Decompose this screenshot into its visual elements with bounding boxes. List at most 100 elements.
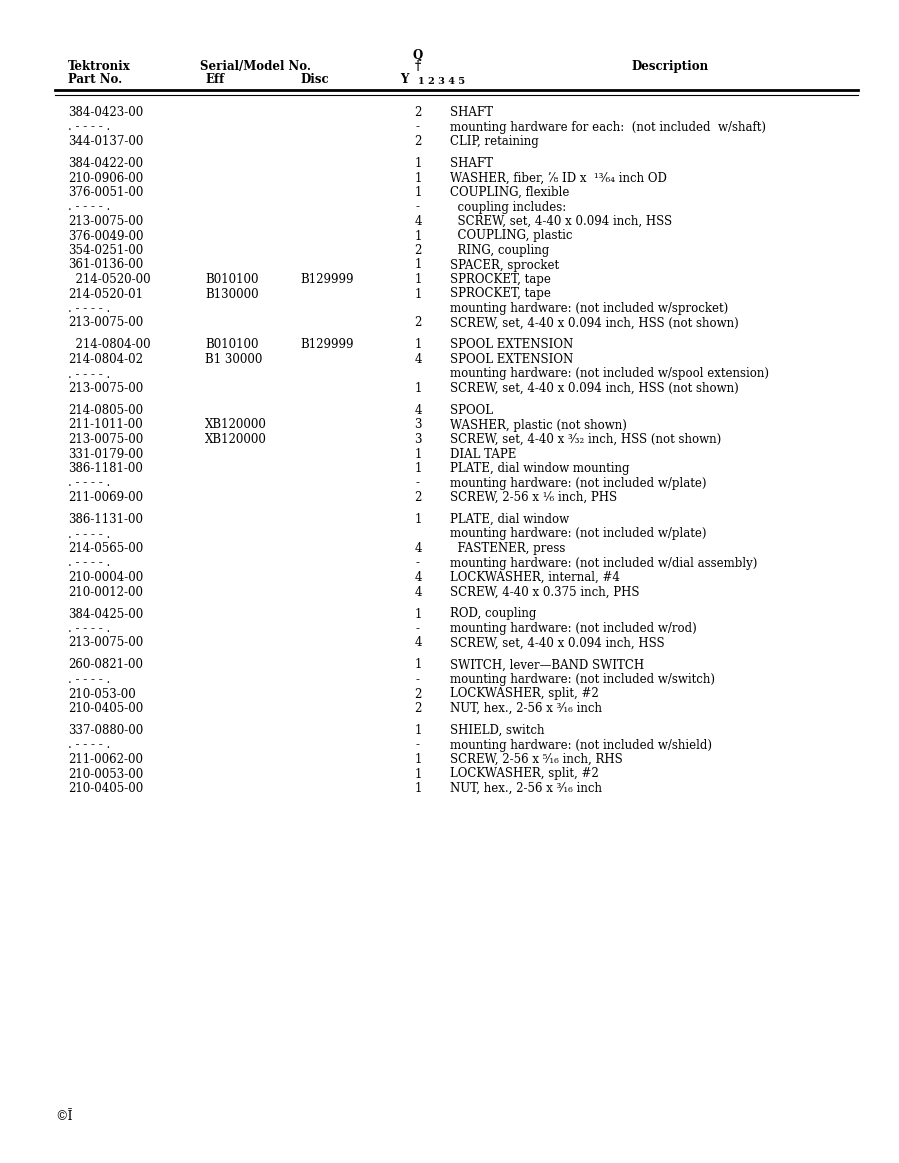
Text: B010100: B010100 (205, 273, 259, 286)
Text: -: - (416, 622, 420, 635)
Text: 2: 2 (414, 316, 422, 329)
Text: B130000: B130000 (205, 287, 259, 300)
Text: -: - (416, 673, 420, 686)
Text: 213-0075-00: 213-0075-00 (68, 433, 143, 445)
Text: XB120000: XB120000 (205, 419, 267, 431)
Text: 4: 4 (414, 571, 422, 584)
Text: -: - (416, 557, 420, 570)
Text: mounting hardware: (not included w/shield): mounting hardware: (not included w/shiel… (450, 739, 712, 751)
Text: 1: 1 (414, 607, 422, 621)
Text: 214-0804-00: 214-0804-00 (68, 338, 151, 351)
Text: 386-1131-00: 386-1131-00 (68, 513, 143, 526)
Text: 210-0012-00: 210-0012-00 (68, 585, 143, 599)
Text: SPROCKET, tape: SPROCKET, tape (450, 287, 551, 300)
Text: Q: Q (413, 49, 423, 62)
Text: SCREW, 2-56 x ¹⁄₆ inch, PHS: SCREW, 2-56 x ¹⁄₆ inch, PHS (450, 491, 617, 504)
Text: SHIELD, switch: SHIELD, switch (450, 725, 545, 737)
Text: XB120000: XB120000 (205, 433, 267, 445)
Text: CLIP, retaining: CLIP, retaining (450, 135, 539, 148)
Text: 4: 4 (414, 585, 422, 599)
Text: -: - (416, 739, 420, 751)
Text: B010100: B010100 (205, 338, 259, 351)
Text: 4: 4 (414, 636, 422, 649)
Text: 210-0906-00: 210-0906-00 (68, 171, 143, 185)
Text: mounting hardware: (not included w/rod): mounting hardware: (not included w/rod) (450, 622, 697, 635)
Text: SPACER, sprocket: SPACER, sprocket (450, 258, 559, 271)
Text: 1: 1 (414, 462, 422, 475)
Text: . - - - - .: . - - - - . (68, 557, 111, 570)
Text: mounting hardware for each:  (not included  w/shaft): mounting hardware for each: (not include… (450, 121, 766, 134)
Text: 260-0821-00: 260-0821-00 (68, 658, 143, 671)
Text: 337-0880-00: 337-0880-00 (68, 725, 143, 737)
Text: Disc: Disc (300, 73, 329, 86)
Text: NUT, hex., 2-56 x ³⁄₁₆ inch: NUT, hex., 2-56 x ³⁄₁₆ inch (450, 702, 602, 715)
Text: 1: 1 (414, 273, 422, 286)
Text: SCREW, set, 4-40 x ³⁄₃₂ inch, HSS (not shown): SCREW, set, 4-40 x ³⁄₃₂ inch, HSS (not s… (450, 433, 721, 445)
Text: ROD, coupling: ROD, coupling (450, 607, 537, 621)
Text: Eff: Eff (205, 73, 224, 86)
Text: 1: 1 (414, 186, 422, 199)
Text: 213-0075-00: 213-0075-00 (68, 381, 143, 395)
Text: 1: 1 (414, 768, 422, 780)
Text: 376-0049-00: 376-0049-00 (68, 229, 144, 243)
Text: B129999: B129999 (300, 273, 353, 286)
Text: SWITCH, lever—BAND SWITCH: SWITCH, lever—BAND SWITCH (450, 658, 644, 671)
Text: Serial/Model No.: Serial/Model No. (200, 60, 310, 73)
Text: 1: 1 (414, 658, 422, 671)
Text: SPOOL EXTENSION: SPOOL EXTENSION (450, 338, 574, 351)
Text: Part No.: Part No. (68, 73, 122, 86)
Text: FASTENER, press: FASTENER, press (450, 542, 565, 555)
Text: 1: 1 (414, 448, 422, 461)
Text: 344-0137-00: 344-0137-00 (68, 135, 143, 148)
Text: B1 30000: B1 30000 (205, 354, 263, 366)
Text: . - - - - .: . - - - - . (68, 200, 111, 214)
Text: 1: 1 (414, 513, 422, 526)
Text: 2: 2 (414, 135, 422, 148)
Text: SHAFT: SHAFT (450, 157, 493, 170)
Text: 3: 3 (414, 419, 422, 431)
Text: SCREW, set, 4-40 x 0.094 inch, HSS (not shown): SCREW, set, 4-40 x 0.094 inch, HSS (not … (450, 381, 739, 395)
Text: SHAFT: SHAFT (450, 106, 493, 119)
Text: 213-0075-00: 213-0075-00 (68, 636, 143, 649)
Text: . - - - - .: . - - - - . (68, 477, 111, 490)
Text: 2: 2 (414, 106, 422, 119)
Text: 213-0075-00: 213-0075-00 (68, 215, 143, 228)
Text: 3: 3 (414, 433, 422, 445)
Text: 384-0423-00: 384-0423-00 (68, 106, 143, 119)
Text: 214-0804-02: 214-0804-02 (68, 354, 143, 366)
Text: 384-0425-00: 384-0425-00 (68, 607, 143, 621)
Text: 210-0004-00: 210-0004-00 (68, 571, 143, 584)
Text: 376-0051-00: 376-0051-00 (68, 186, 143, 199)
Text: SPOOL: SPOOL (450, 404, 493, 418)
Text: 361-0136-00: 361-0136-00 (68, 258, 143, 271)
Text: 210-0405-00: 210-0405-00 (68, 702, 143, 715)
Text: . - - - - .: . - - - - . (68, 528, 111, 541)
Text: DIAL TAPE: DIAL TAPE (450, 448, 516, 461)
Text: COUPLING, plastic: COUPLING, plastic (450, 229, 573, 243)
Text: 1 2 3 4 5: 1 2 3 4 5 (418, 77, 465, 86)
Text: LOCKWASHER, internal, #4: LOCKWASHER, internal, #4 (450, 571, 620, 584)
Text: SCREW, 4-40 x 0.375 inch, PHS: SCREW, 4-40 x 0.375 inch, PHS (450, 585, 639, 599)
Text: 2: 2 (414, 491, 422, 504)
Text: mounting hardware: (not included w/plate): mounting hardware: (not included w/plate… (450, 528, 707, 541)
Text: . - - - - .: . - - - - . (68, 121, 111, 134)
Text: 4: 4 (414, 354, 422, 366)
Text: 1: 1 (414, 752, 422, 766)
Text: WASHER, fiber, ’⁄₈ ID x  ¹³⁄₆₄ inch OD: WASHER, fiber, ’⁄₈ ID x ¹³⁄₆₄ inch OD (450, 171, 667, 185)
Text: SCREW, set, 4-40 x 0.094 inch, HSS (not shown): SCREW, set, 4-40 x 0.094 inch, HSS (not … (450, 316, 739, 329)
Text: 354-0251-00: 354-0251-00 (68, 244, 143, 257)
Text: 210-0405-00: 210-0405-00 (68, 782, 143, 795)
Text: -: - (416, 200, 420, 214)
Text: . - - - - .: . - - - - . (68, 673, 111, 686)
Text: 214-0520-00: 214-0520-00 (68, 273, 151, 286)
Text: COUPLING, flexible: COUPLING, flexible (450, 186, 569, 199)
Text: . - - - - .: . - - - - . (68, 622, 111, 635)
Text: 214-0520-01: 214-0520-01 (68, 287, 143, 300)
Text: 211-0062-00: 211-0062-00 (68, 752, 143, 766)
Text: PLATE, dial window mounting: PLATE, dial window mounting (450, 462, 629, 475)
Text: 213-0075-00: 213-0075-00 (68, 316, 143, 329)
Text: 210-0053-00: 210-0053-00 (68, 768, 143, 780)
Text: . - - - - .: . - - - - . (68, 739, 111, 751)
Text: Tektronix: Tektronix (68, 60, 130, 73)
Text: B129999: B129999 (300, 338, 353, 351)
